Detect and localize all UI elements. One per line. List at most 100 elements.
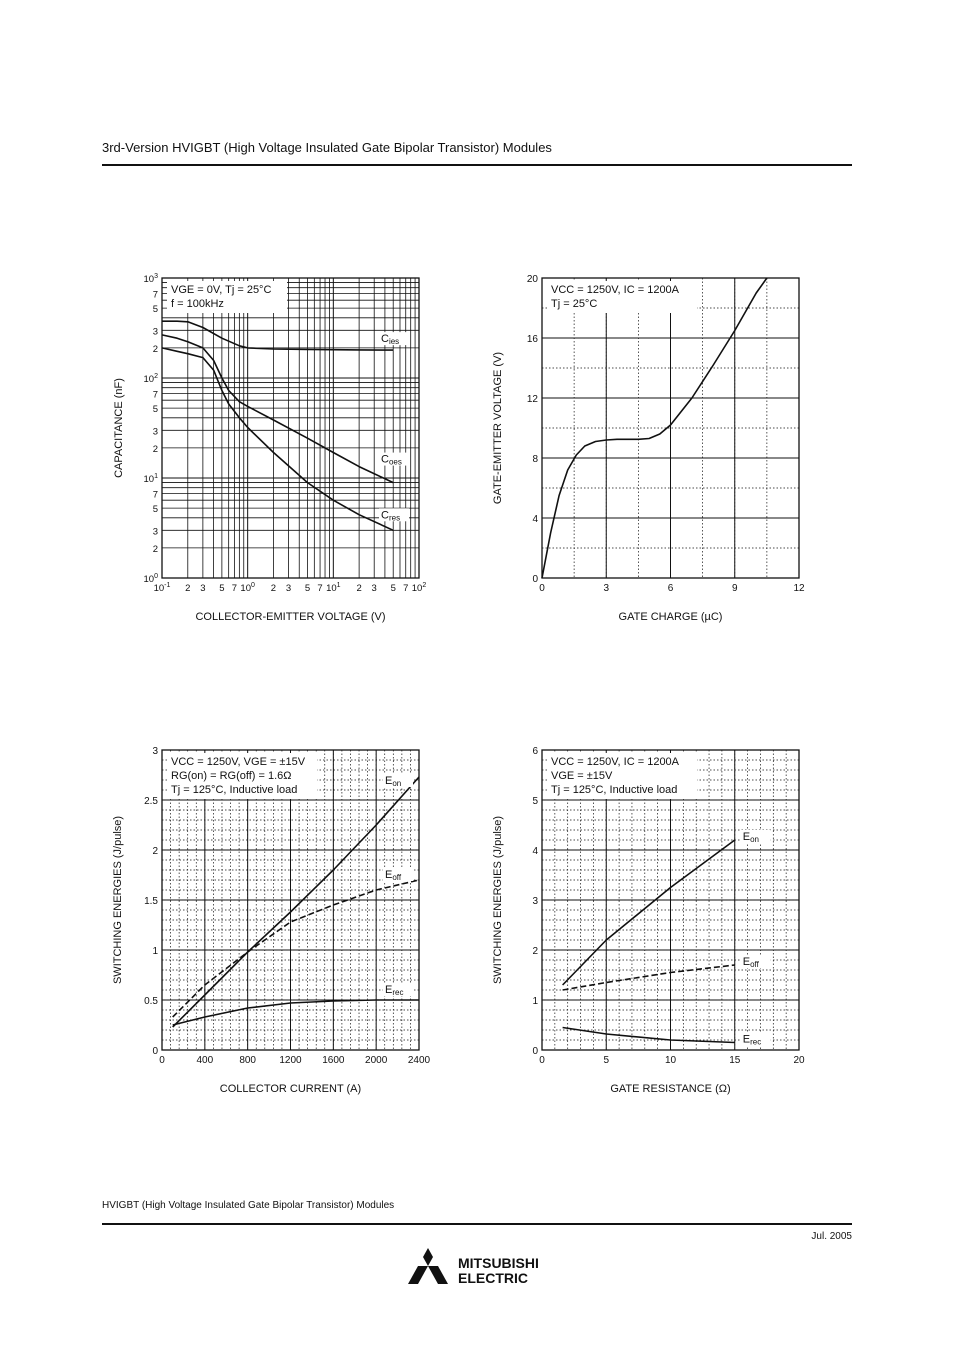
x-tick-label: 6 bbox=[668, 583, 674, 594]
series-label: Coes bbox=[381, 454, 402, 467]
series-label-bg bbox=[383, 868, 413, 881]
x-tick-label: 3 bbox=[603, 583, 609, 594]
y-tick-label: 12 bbox=[527, 394, 539, 405]
logo-line1: MITSUBISHI bbox=[458, 1255, 539, 1271]
series-label-bg bbox=[740, 830, 771, 843]
x-tick-label: 0 bbox=[159, 1055, 165, 1066]
x-tick-label: 7 bbox=[232, 583, 237, 594]
series-label-bg bbox=[383, 774, 413, 787]
series-vge bbox=[541, 277, 768, 579]
footer-rule bbox=[102, 1223, 852, 1225]
series-label: Eoff bbox=[385, 869, 402, 882]
y-tick-label: 6 bbox=[532, 746, 538, 757]
x-tick-label: 1200 bbox=[279, 1055, 302, 1066]
y-tick-label: 1 bbox=[532, 996, 538, 1007]
y-tick-label: 2.5 bbox=[144, 796, 158, 807]
y-axis-title: GATE-EMITTER VOLTAGE (V) bbox=[492, 352, 504, 504]
condition-text: Tj = 125°C, Inductive load bbox=[551, 784, 677, 796]
y-tick-label: 5 bbox=[153, 404, 158, 415]
y-tick-label: 16 bbox=[527, 334, 539, 345]
x-tick-label: 10-1 bbox=[154, 582, 171, 594]
series-label: Cres bbox=[381, 509, 400, 522]
footer-product: HVIGBT (High Voltage Insulated Gate Bipo… bbox=[102, 1200, 395, 1211]
series-coes bbox=[161, 334, 394, 484]
logo-line2: ELECTRIC bbox=[458, 1270, 528, 1286]
y-tick-label: 2 bbox=[153, 444, 158, 455]
x-axis-title: GATE RESISTANCE (Ω) bbox=[610, 1083, 730, 1095]
x-tick-label: 3 bbox=[200, 583, 205, 594]
x-tick-label: 1600 bbox=[322, 1055, 345, 1066]
series-label-bg bbox=[740, 955, 771, 968]
condition-text: VGE = ±15V bbox=[551, 770, 613, 782]
series-label-bg bbox=[379, 452, 409, 466]
y-tick-label: 100 bbox=[144, 573, 159, 585]
y-tick-label: 2 bbox=[532, 946, 538, 957]
series-eon bbox=[172, 776, 420, 1028]
page-title: 3rd-Version HVIGBT (High Voltage Insulat… bbox=[102, 140, 552, 155]
x-tick-label: 3 bbox=[286, 583, 291, 594]
y-tick-label: 2 bbox=[152, 846, 158, 857]
series-label: Eon bbox=[743, 831, 759, 844]
three-diamonds-icon bbox=[408, 1248, 448, 1284]
y-tick-label: 3 bbox=[532, 896, 538, 907]
series-label: Erec bbox=[743, 1034, 761, 1047]
conditions-box bbox=[167, 281, 287, 313]
x-tick-label: 0 bbox=[539, 1055, 545, 1066]
x-tick-label: 10 bbox=[665, 1055, 677, 1066]
plot-frame bbox=[161, 277, 420, 579]
condition-text: Tj = 25°C bbox=[551, 298, 597, 310]
footer-date: Jul. 2005 bbox=[811, 1231, 852, 1242]
x-tick-label: 2 bbox=[185, 583, 190, 594]
conditions-box bbox=[547, 753, 697, 799]
x-tick-label: 7 bbox=[403, 583, 408, 594]
x-tick-label: 0 bbox=[539, 583, 545, 594]
x-tick-label: 15 bbox=[729, 1055, 741, 1066]
x-axis-title: COLLECTOR-EMITTER VOLTAGE (V) bbox=[195, 611, 385, 623]
y-axis-title: CAPACITANCE (nF) bbox=[113, 378, 125, 478]
series-erec bbox=[172, 999, 419, 1026]
condition-text: f = 100kHz bbox=[171, 298, 224, 310]
x-tick-label: 5 bbox=[219, 583, 224, 594]
x-tick-label: 2000 bbox=[365, 1055, 388, 1066]
x-tick-label: 800 bbox=[239, 1055, 256, 1066]
condition-text: VCC = 1250V, IC = 1200A bbox=[551, 756, 680, 768]
switching-energy-vs-current-chart: 0 400 800 1200 1600 2000 2400 0 0.5 1 1.5 2 2.5 3 VCC … bbox=[112, 746, 431, 1095]
series-label-bg bbox=[379, 332, 409, 346]
series-cies bbox=[162, 320, 394, 351]
y-tick-label: 0 bbox=[532, 1046, 538, 1057]
series-erec bbox=[562, 1026, 735, 1044]
x-tick-label: 100 bbox=[240, 582, 255, 594]
conditions-box bbox=[167, 753, 317, 799]
y-tick-label: 101 bbox=[144, 473, 159, 485]
y-tick-label: 103 bbox=[144, 273, 159, 285]
switching-energy-vs-resistance-chart: 0 5 10 15 20 0 1 2 3 4 5 6 VCC = 1250V, IC = 1200A VG… bbox=[492, 746, 805, 1095]
series-label-bg bbox=[383, 983, 413, 996]
y-tick-label: 0.5 bbox=[144, 996, 158, 1007]
header-rule bbox=[102, 164, 852, 166]
y-tick-label: 7 bbox=[153, 289, 158, 300]
condition-text: Tj = 125°C, Inductive load bbox=[171, 784, 297, 796]
y-tick-label: 20 bbox=[527, 274, 539, 285]
series-label: Eon bbox=[385, 775, 401, 788]
condition-text: VGE = 0V, Tj = 25°C bbox=[171, 284, 271, 296]
series-label-bg bbox=[740, 1032, 771, 1046]
series-label: Cies bbox=[381, 333, 399, 346]
mitsubishi-logo: MITSUBISHI ELECTRIC bbox=[408, 1248, 539, 1286]
x-tick-label: 2 bbox=[271, 583, 276, 594]
y-tick-label: 3 bbox=[153, 426, 158, 437]
series-eoff bbox=[172, 879, 420, 1018]
condition-text: RG(on) = RG(off) = 1.6Ω bbox=[171, 770, 292, 782]
x-tick-label: 12 bbox=[793, 583, 805, 594]
y-tick-label: 5 bbox=[153, 304, 158, 315]
y-tick-label: 5 bbox=[153, 504, 158, 515]
capacitance-chart: 10-1 2 3 5 7 100 2 3 5 7 101 2 3 5 7 102100235710123571… bbox=[113, 273, 427, 623]
y-tick-label: 7 bbox=[153, 489, 158, 500]
y-tick-label: 5 bbox=[532, 796, 538, 807]
y-tick-label: 4 bbox=[532, 514, 538, 525]
x-tick-label: 400 bbox=[196, 1055, 213, 1066]
x-tick-label: 102 bbox=[412, 582, 427, 594]
x-tick-label: 20 bbox=[793, 1055, 805, 1066]
x-tick-label: 7 bbox=[317, 583, 322, 594]
y-tick-label: 1.5 bbox=[144, 896, 158, 907]
x-tick-label: 2 bbox=[356, 583, 361, 594]
